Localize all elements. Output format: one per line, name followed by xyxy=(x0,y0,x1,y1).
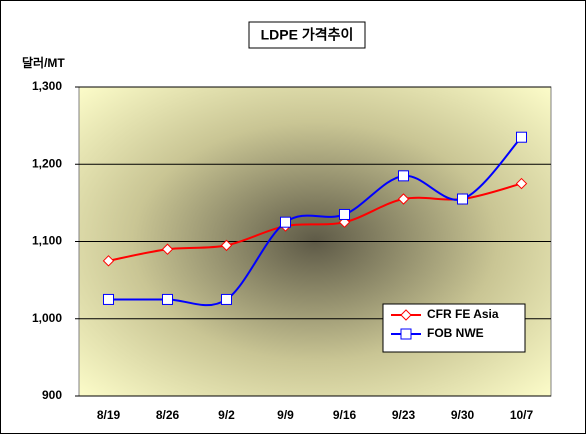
marker xyxy=(162,293,173,305)
x-tick-label: 10/7 xyxy=(510,408,534,422)
marker xyxy=(280,216,291,228)
y-tick-label: 1,300 xyxy=(32,79,62,93)
marker xyxy=(398,170,409,182)
marker xyxy=(457,193,468,205)
marker xyxy=(515,177,528,190)
title-box xyxy=(248,21,366,49)
x-tick-label: 8/19 xyxy=(97,408,121,422)
y-tick-label: 1,200 xyxy=(32,156,62,170)
y-tick-label: 900 xyxy=(42,388,62,402)
marker xyxy=(161,243,174,255)
marker xyxy=(102,255,115,267)
marker xyxy=(516,131,527,143)
marker xyxy=(400,309,412,321)
x-tick-label: 9/16 xyxy=(333,408,357,422)
marker xyxy=(221,293,232,305)
x-tick-label: 8/26 xyxy=(156,408,180,422)
marker xyxy=(339,208,350,220)
legend-label: CFR FE Asia xyxy=(427,307,499,321)
x-tick-label: 9/30 xyxy=(451,408,475,422)
legend-label: FOB NWE xyxy=(427,326,484,340)
marker xyxy=(103,293,114,305)
y-axis-label: 달러/MT xyxy=(22,55,65,70)
x-tick-label: 9/2 xyxy=(218,408,235,422)
chart-title: LDPE 가격추이 xyxy=(261,27,354,43)
legend-box xyxy=(382,303,526,353)
marker xyxy=(397,193,410,205)
y-tick-label: 1,000 xyxy=(32,311,62,325)
marker xyxy=(400,328,412,340)
marker xyxy=(220,239,233,252)
x-tick-label: 9/9 xyxy=(277,408,294,422)
x-tick-label: 9/23 xyxy=(392,408,416,422)
y-tick-label: 1,100 xyxy=(32,234,62,248)
